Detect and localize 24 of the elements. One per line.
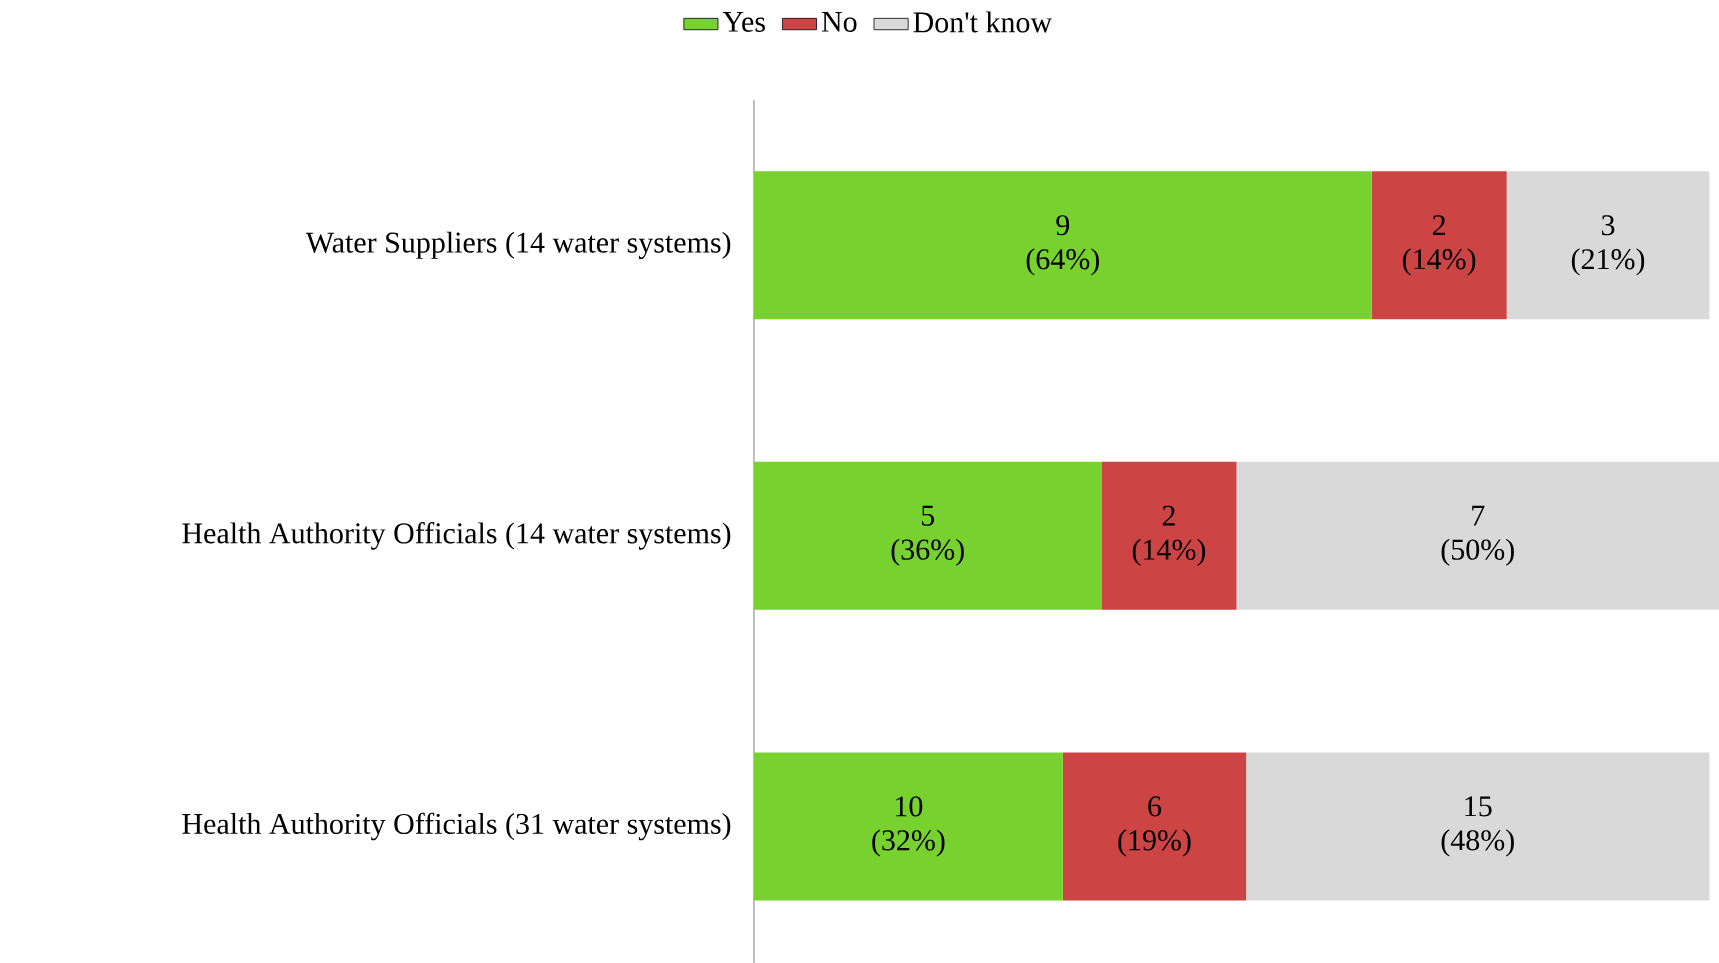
- bar: [754, 461, 1102, 610]
- y-tick-label: Health Authority Officials (14 water systems): [182, 522, 731, 550]
- bar: [1506, 171, 1710, 320]
- bar: [1371, 171, 1507, 320]
- data-label: 6 (19%): [1118, 796, 1191, 857]
- y-tick-label: Health Authority Officials (31 water systems): [182, 812, 731, 841]
- data-label: 2 (14%): [1402, 215, 1476, 276]
- legend-label: Yes: [722, 11, 765, 32]
- legend-label: Don't know: [913, 11, 1052, 33]
- data-label: 15 (48%): [1441, 796, 1514, 857]
- bar: [1062, 752, 1247, 901]
- bar: [1236, 461, 1719, 610]
- data-label: 7 (50%): [1441, 505, 1514, 566]
- bar: [754, 752, 1063, 901]
- data-label: 5 (36%): [891, 505, 964, 566]
- data-label: 2 (14%): [1132, 505, 1206, 566]
- bar: [754, 171, 1372, 320]
- y-tick-label: Water Suppliers (14 water systems): [305, 231, 731, 259]
- data-label: 9 (64%): [1026, 215, 1099, 276]
- data-label: 3 (21%): [1571, 215, 1645, 276]
- bar: [1246, 752, 1710, 901]
- bar: [1101, 461, 1237, 610]
- data-label: 10 (32%): [872, 796, 945, 857]
- legend-label: No: [821, 11, 857, 32]
